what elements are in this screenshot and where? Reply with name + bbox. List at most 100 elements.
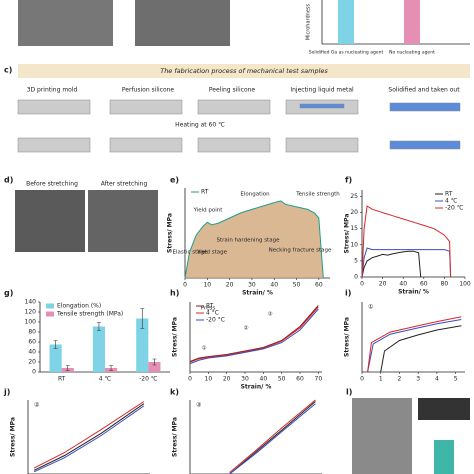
step-label: Perfusion silicone — [122, 87, 175, 94]
x-axis-label: Strain/ % — [241, 384, 272, 391]
y-tick-label: 0 — [354, 274, 358, 281]
heating-label: Heating at 60 ℃ — [175, 122, 225, 129]
annotation: ① — [202, 346, 207, 352]
x-tick-label: RT — [58, 376, 66, 383]
axes — [361, 302, 465, 373]
series-line — [229, 399, 316, 473]
legend-label: Tensile strength (MPa) — [56, 311, 123, 318]
photo — [15, 190, 85, 252]
panel-label: l) — [346, 388, 352, 397]
photo-label: Before stretching — [26, 181, 78, 188]
x-tick-label: 40 — [399, 281, 407, 288]
x-tick-label: 40 — [270, 282, 278, 289]
y-tick-label: 120 — [25, 309, 37, 316]
error-bar — [140, 308, 145, 329]
series-line — [189, 308, 319, 365]
x-tick-label: 10 — [205, 376, 213, 383]
bar — [404, 0, 420, 44]
x-tick-label: 0 — [188, 376, 192, 383]
panel-label: j) — [3, 388, 10, 397]
x-tick-label: 1 — [379, 376, 383, 383]
y-tick-label: 100 — [25, 319, 37, 326]
annotation: Elongation — [240, 192, 270, 198]
photo — [88, 190, 158, 252]
x-tick-label: 0 — [360, 376, 364, 383]
x-tick-label: 10 — [203, 282, 211, 289]
y-tick-label: 140 — [25, 299, 37, 306]
annotation: Tensile strength — [295, 192, 340, 198]
panel-label: f) — [345, 176, 352, 185]
y-tick-label: 60 — [28, 339, 36, 346]
y-tick-label: 5 — [354, 257, 358, 264]
legend-label: -20 °C — [206, 317, 225, 324]
arrow — [434, 440, 454, 474]
legend-label: -20 ℃ — [445, 205, 464, 212]
y-axis-label: Stress/ MPa — [10, 417, 17, 457]
series-line — [33, 405, 145, 473]
legend-label: RT — [445, 191, 453, 198]
x-tick-label: 100 — [459, 281, 471, 288]
y-tick-label: 40 — [28, 349, 36, 356]
legend-swatch — [46, 311, 54, 317]
x-tick-label: 20 — [379, 281, 387, 288]
photo-label: After stretching — [101, 181, 148, 188]
y-axis-label: Stress/ MPa — [172, 317, 179, 357]
y-tick-label: 20 — [350, 209, 358, 216]
panel-label: i) — [345, 289, 351, 298]
panel-label: k) — [170, 388, 179, 397]
x-tick-label: 20 — [226, 282, 234, 289]
y-axis-label: Stress/ MPa — [344, 214, 351, 254]
error-bar — [53, 340, 58, 349]
legend-label: RT — [206, 303, 214, 310]
series-line — [361, 247, 452, 278]
error-bar — [152, 358, 157, 366]
process-title: The fabrication process of mechanical te… — [160, 67, 328, 75]
step-label: Peeling silicone — [209, 87, 256, 94]
step-label: 3D printing mold — [27, 87, 78, 94]
category: Solidified Ga as nucleating agent — [309, 50, 384, 56]
x-tick-label: 60 — [315, 282, 323, 289]
bar — [92, 326, 105, 372]
annotation: Necking fracture stage — [269, 248, 332, 254]
x-tick-label: 60 — [296, 376, 304, 383]
annotation: ② — [244, 325, 249, 332]
x-tick-label: 30 — [241, 376, 249, 383]
series-line — [380, 325, 462, 373]
panel-label: d) — [4, 176, 13, 185]
chart-title: ② — [34, 402, 40, 409]
annotation: ③ — [268, 312, 273, 318]
series-line — [229, 401, 316, 474]
series-line — [229, 403, 316, 474]
bar — [148, 362, 161, 372]
series-line — [361, 205, 452, 278]
x-tick-label: -20 ℃ — [139, 376, 158, 383]
y-tick-label: 25 — [350, 193, 358, 200]
area — [185, 200, 324, 278]
error-bar — [96, 322, 101, 331]
y-tick-label: 10 — [350, 241, 358, 248]
bar — [49, 344, 62, 372]
annotation: Yield point — [193, 208, 224, 214]
banner — [18, 64, 470, 78]
bar — [136, 318, 149, 372]
photo — [352, 398, 412, 474]
x-tick-label: 4 — [435, 376, 439, 383]
series-line — [361, 250, 422, 278]
error-bar — [65, 365, 70, 371]
x-tick-label: 80 — [441, 281, 449, 288]
annotation: Press — [201, 306, 216, 312]
y-tick-label: 15 — [350, 225, 358, 232]
y-tick-label: 20 — [28, 359, 36, 366]
legend-label: Elongation (%) — [57, 303, 101, 310]
category: No nucleating agent — [389, 50, 435, 56]
x-tick-label: 50 — [293, 282, 301, 289]
x-tick-label: 60 — [420, 281, 428, 288]
panel-label: h) — [170, 289, 179, 298]
y-axis-label: Stress/ MPa — [167, 213, 174, 253]
legend-label: RT — [201, 189, 209, 196]
annotation: Strain hardening stage — [217, 238, 281, 244]
x-tick-label: 4 ℃ — [99, 376, 112, 383]
axes — [27, 400, 150, 474]
series-line — [367, 316, 462, 373]
